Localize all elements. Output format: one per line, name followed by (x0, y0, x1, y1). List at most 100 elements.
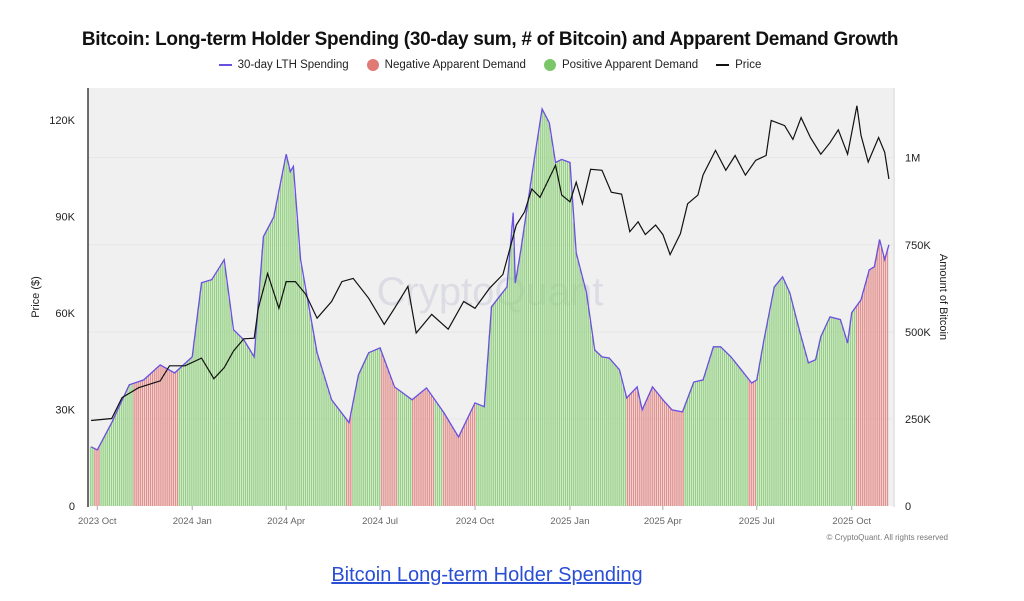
bar-positive-demand (709, 356, 711, 506)
bar-positive-demand (521, 238, 523, 506)
x-tick-label: 2025 Apr (644, 516, 682, 527)
bar-negative-demand (149, 373, 152, 506)
bar-positive-demand (758, 362, 761, 506)
bar-positive-demand (736, 364, 738, 506)
bar-positive-demand (560, 159, 563, 507)
bar-negative-demand (96, 449, 98, 506)
bar-positive-demand (798, 328, 800, 506)
bar-negative-demand (653, 389, 655, 506)
bar-positive-demand (211, 277, 214, 506)
bar-negative-demand (465, 419, 468, 506)
bar-positive-demand (812, 360, 814, 506)
legend-item-negative-demand[interactable]: Negative Apparent Demand (366, 59, 526, 71)
bar-negative-demand (661, 399, 664, 506)
bar-positive-demand (686, 398, 688, 506)
bar-positive-demand (696, 381, 699, 506)
bar-positive-demand (727, 354, 730, 506)
bar-negative-demand (395, 388, 397, 506)
bar-positive-demand (352, 401, 354, 506)
bar-positive-demand (546, 118, 548, 506)
bar-positive-demand (197, 307, 199, 506)
bar-negative-demand (750, 383, 752, 506)
bar-negative-demand (880, 247, 882, 507)
bar-positive-demand (100, 442, 102, 506)
bar-negative-demand (641, 409, 643, 506)
bar-positive-demand (436, 404, 439, 506)
bar-positive-demand (478, 404, 480, 506)
x-tick-label: 2025 Jan (550, 516, 589, 527)
bar-positive-demand (826, 321, 829, 506)
bar-positive-demand (552, 149, 554, 506)
bar-negative-demand (665, 404, 668, 506)
legend-item-lth-spending[interactable]: 30-day LTH Spending (218, 59, 349, 71)
caption-link[interactable]: Bitcoin Long-term Holder Spending (331, 564, 643, 586)
bar-positive-demand (253, 356, 255, 506)
x-tick-label: 2024 Jul (362, 516, 398, 527)
bar-positive-demand (238, 335, 241, 506)
bar-positive-demand (707, 363, 709, 506)
bar-positive-demand (288, 167, 290, 506)
bar-positive-demand (723, 350, 726, 506)
bar-negative-demand (451, 426, 453, 506)
bar-positive-demand (734, 362, 736, 506)
bar-positive-demand (484, 392, 486, 506)
bar-negative-demand (455, 433, 457, 506)
bar-negative-demand (160, 365, 162, 506)
bar-negative-demand (657, 394, 660, 506)
bar-positive-demand (275, 201, 278, 507)
bar-negative-demand (461, 428, 463, 506)
bar-positive-demand (597, 353, 600, 506)
bar-positive-demand (800, 336, 802, 506)
bar-positive-demand (480, 405, 482, 506)
x-tick-label: 2023 Oct (78, 516, 117, 527)
legend-label: 30-day LTH Spending (237, 59, 349, 71)
bar-positive-demand (591, 335, 594, 506)
bar-positive-demand (587, 307, 589, 506)
bar-positive-demand (405, 395, 408, 506)
bar-positive-demand (125, 391, 127, 506)
bar-positive-demand (577, 260, 579, 506)
bar-positive-demand (851, 311, 854, 506)
bar-negative-demand (346, 420, 348, 506)
bar-positive-demand (498, 296, 501, 506)
bar-negative-demand (639, 400, 641, 506)
bar-positive-demand (513, 247, 515, 506)
bar-positive-demand (482, 406, 484, 506)
bar-negative-demand (471, 407, 474, 506)
bar-negative-demand (668, 406, 670, 506)
bar-positive-demand (622, 385, 624, 506)
bar-negative-demand (430, 395, 433, 506)
legend-item-price[interactable]: Price (716, 59, 761, 71)
bar-positive-demand (554, 162, 556, 506)
legend-label: Negative Apparent Demand (384, 59, 526, 71)
bar-positive-demand (249, 350, 251, 506)
bar-positive-demand (729, 356, 732, 506)
bar-positive-demand (114, 413, 117, 506)
bar-positive-demand (118, 404, 121, 506)
bar-positive-demand (701, 380, 703, 506)
bar-negative-demand (868, 269, 870, 506)
bar-negative-demand (651, 386, 653, 506)
bar-negative-demand (855, 305, 858, 506)
bar-positive-demand (525, 211, 527, 506)
bar-positive-demand (732, 359, 734, 506)
bar-positive-demand (789, 296, 792, 506)
bar-positive-demand (847, 335, 849, 506)
bar-positive-demand (564, 160, 567, 506)
bar-positive-demand (195, 323, 197, 506)
bar-positive-demand (540, 115, 542, 507)
bar-negative-demand (174, 371, 177, 506)
bar-positive-demand (331, 401, 333, 506)
bar-positive-demand (189, 358, 191, 506)
bar-positive-demand (242, 339, 245, 506)
bar-negative-demand (672, 410, 674, 506)
bar-positive-demand (692, 381, 695, 506)
bar-positive-demand (366, 354, 369, 506)
bar-positive-demand (368, 352, 371, 506)
legend-item-positive-demand[interactable]: Positive Apparent Demand (543, 59, 698, 71)
bar-positive-demand (187, 360, 189, 506)
bar-positive-demand (507, 274, 509, 506)
bar-positive-demand (246, 346, 249, 506)
bar-positive-demand (533, 155, 536, 506)
bar-positive-demand (608, 357, 610, 506)
